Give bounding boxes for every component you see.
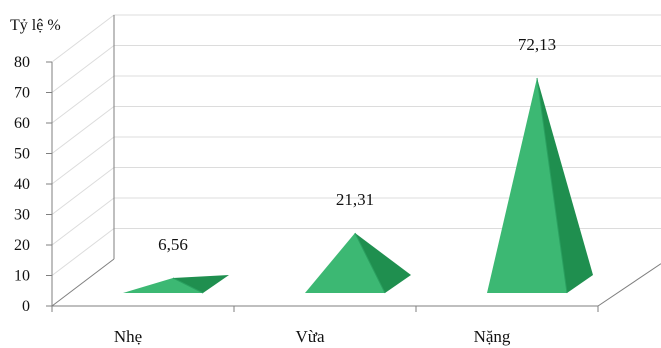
pyramid-side-face (173, 275, 229, 293)
pyramids (123, 77, 593, 294)
pyramid-side-face (355, 233, 411, 293)
y-tick-label: 70 (14, 85, 30, 102)
y-tick-label: 30 (14, 207, 30, 224)
data-label: 6,56 (158, 235, 188, 254)
y-tick-labels: 0 10 20 30 40 50 60 70 80 (14, 54, 30, 315)
y-axis-title: Tỷ lệ % (10, 17, 61, 34)
y-tick-label: 60 (14, 115, 30, 132)
floor-left-edge (51, 258, 115, 307)
data-label: 72,13 (518, 35, 556, 54)
pyramid-edge (354, 232, 386, 294)
data-labels: 6,56 21,31 72,13 (158, 35, 556, 254)
y-tick-label: 10 (14, 268, 30, 285)
category-label: Nhẹ (114, 327, 142, 346)
y-tick-label: 20 (14, 237, 30, 254)
y-tick-label: 0 (22, 298, 30, 315)
pyramid-front-face (123, 277, 203, 293)
category-label: Nặng (474, 327, 511, 346)
gridline (51, 75, 661, 124)
pyramid-front-face (487, 78, 567, 293)
pyramid-front-face (305, 233, 385, 293)
pyramid-side-face (537, 78, 593, 293)
gridline (51, 14, 661, 63)
axes (46, 15, 661, 312)
y-tick-label: 40 (14, 176, 30, 193)
data-label: 21,31 (336, 190, 374, 209)
gridline (51, 45, 661, 93)
y-tick-label: 80 (14, 54, 30, 71)
gridline (51, 106, 661, 154)
y-tick-label: 50 (14, 146, 30, 163)
category-label: Vừa (295, 327, 324, 346)
gridline (51, 136, 661, 185)
pyramid-edge (536, 77, 568, 294)
pyramid-edge (172, 277, 204, 294)
category-labels: Nhẹ Vừa Nặng (114, 327, 511, 346)
